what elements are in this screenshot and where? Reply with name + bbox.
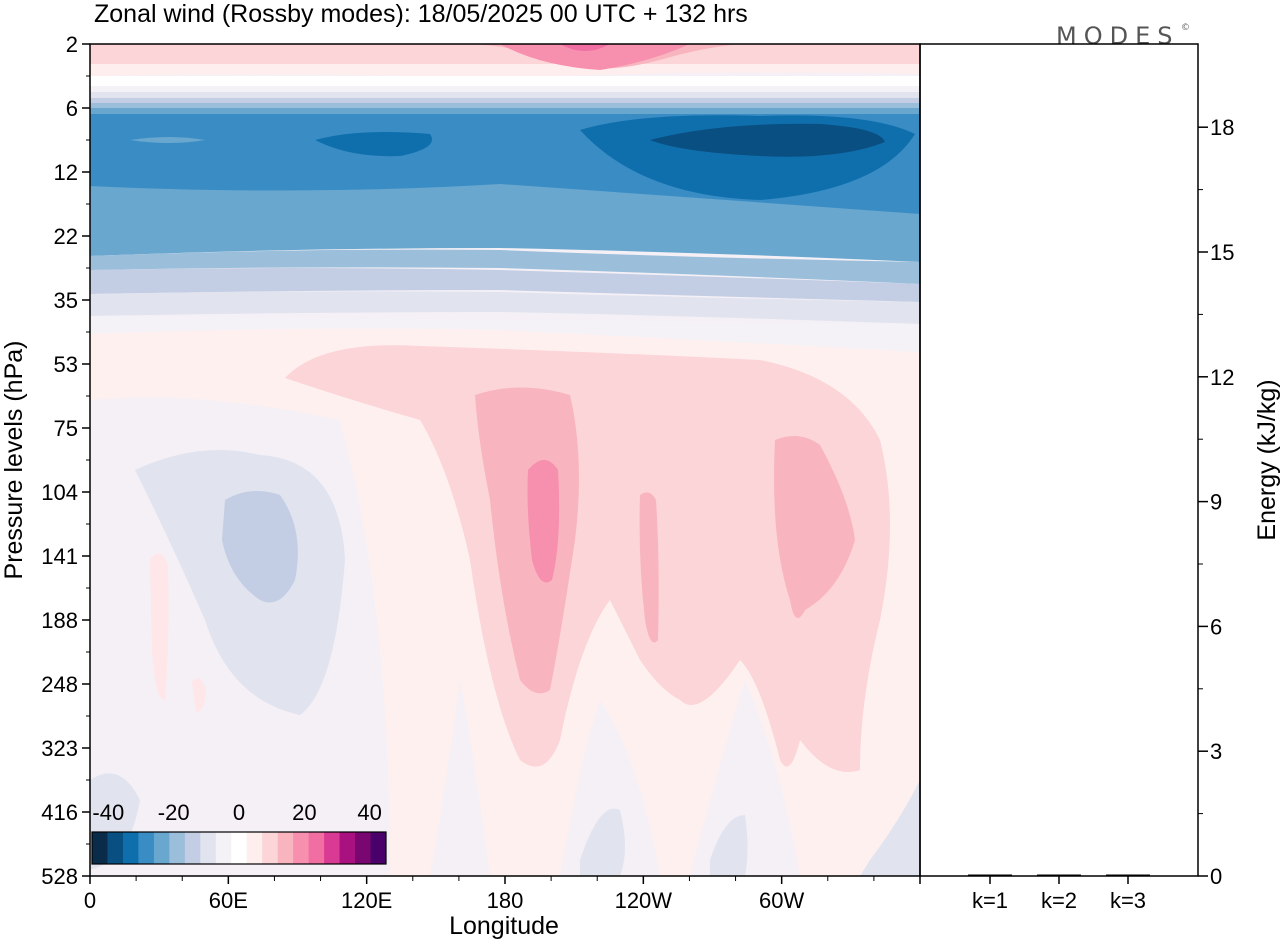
colorbar-swatch bbox=[246, 832, 263, 864]
colorbar-swatch bbox=[339, 832, 356, 864]
modes-logo: MODES © bbox=[1056, 22, 1190, 50]
energy-tick-label: 0 bbox=[1210, 864, 1222, 889]
y-tick-label: 416 bbox=[41, 800, 78, 825]
y-tick-label: 248 bbox=[41, 672, 78, 697]
x-tick-label: 120W bbox=[615, 888, 673, 913]
colorbar-swatch bbox=[355, 832, 371, 864]
energy-category-label: k=2 bbox=[1041, 888, 1077, 913]
energy-tick-label: 15 bbox=[1210, 240, 1234, 265]
energy-tick-label: 6 bbox=[1210, 614, 1222, 639]
energy-tick-label: 18 bbox=[1210, 115, 1234, 140]
colorbar-legend: -40 -20 0 20 40 bbox=[91, 800, 387, 865]
colorbar-swatch bbox=[138, 832, 155, 864]
energy-bar bbox=[1037, 874, 1081, 876]
y-axis: 2 6 12 22 35 53 75 104 141 188 248 323 416 528 bbox=[41, 32, 90, 889]
colorbar-swatch bbox=[169, 832, 186, 864]
colorbar-swatch bbox=[231, 832, 248, 864]
y-tick-label: 35 bbox=[54, 288, 78, 313]
energy-category-label: k=3 bbox=[1110, 888, 1146, 913]
energy-bars: k=1 k=2 k=3 bbox=[968, 874, 1150, 913]
colorbar-swatch bbox=[262, 832, 279, 864]
x-axis: 0 60E 120E 180 120W 60W bbox=[84, 876, 921, 913]
y-tick-label: 141 bbox=[41, 544, 78, 569]
colorbar-label: 20 bbox=[292, 800, 316, 825]
colorbar-swatch bbox=[122, 832, 139, 864]
energy-bar bbox=[968, 874, 1012, 876]
colorbar-swatch bbox=[370, 832, 387, 864]
energy-bar bbox=[1106, 874, 1150, 876]
colorbar-frame bbox=[91, 831, 387, 865]
colorbar-label: 40 bbox=[357, 800, 381, 825]
energy-tick-label: 3 bbox=[1210, 739, 1222, 764]
y-tick-label: 2 bbox=[66, 32, 78, 57]
y-tick-label: 104 bbox=[41, 480, 78, 505]
colorbar-swatch bbox=[215, 832, 232, 864]
chart-title: Zonal wind (Rossby modes): 18/05/2025 00… bbox=[94, 0, 748, 28]
colorbar-label: 0 bbox=[233, 800, 245, 825]
y-tick-label: 12 bbox=[54, 160, 78, 185]
x-tick-label: 0 bbox=[84, 888, 96, 913]
colorbar-swatch bbox=[308, 832, 325, 864]
energy-plot-frame bbox=[919, 43, 1199, 877]
colorbar-swatch bbox=[324, 832, 340, 864]
y-tick-label: 22 bbox=[54, 224, 78, 249]
y-tick-label: 188 bbox=[41, 608, 78, 633]
colorbar-swatch bbox=[277, 832, 294, 864]
x-tick-label: 120E bbox=[341, 888, 392, 913]
colorbar-label: -20 bbox=[158, 800, 190, 825]
energy-axis: 0 3 6 9 12 15 18 bbox=[1198, 115, 1234, 889]
x-tick-label: 180 bbox=[487, 888, 524, 913]
svg-text:MODES: MODES bbox=[1056, 22, 1179, 50]
colorbar-swatch bbox=[92, 832, 108, 864]
y-axis-title: Pressure levels (hPa) bbox=[0, 341, 28, 580]
y-tick-label: 323 bbox=[41, 736, 78, 761]
svg-text:©: © bbox=[1181, 23, 1190, 33]
energy-category-label: k=1 bbox=[972, 888, 1008, 913]
x-tick-label: 60E bbox=[209, 888, 248, 913]
y-tick-label: 6 bbox=[66, 96, 78, 121]
colorbar-swatch bbox=[107, 832, 124, 864]
colorbar-swatch bbox=[200, 832, 217, 864]
energy-axis-title: Energy (kJ/kg) bbox=[1253, 379, 1280, 540]
energy-tick-label: 12 bbox=[1210, 365, 1234, 390]
colorbar-label: -40 bbox=[92, 800, 124, 825]
y-tick-label: 75 bbox=[54, 416, 78, 441]
y-tick-label: 528 bbox=[41, 864, 78, 889]
x-tick-label: 60W bbox=[759, 888, 804, 913]
colorbar-swatch bbox=[153, 832, 170, 864]
wind-field-contours bbox=[90, 44, 920, 876]
energy-tick-label: 9 bbox=[1210, 490, 1222, 515]
y-tick-label: 53 bbox=[54, 352, 78, 377]
colorbar-swatch bbox=[184, 832, 201, 864]
colorbar-swatch bbox=[293, 832, 310, 864]
x-axis-title: Longitude bbox=[449, 912, 559, 940]
